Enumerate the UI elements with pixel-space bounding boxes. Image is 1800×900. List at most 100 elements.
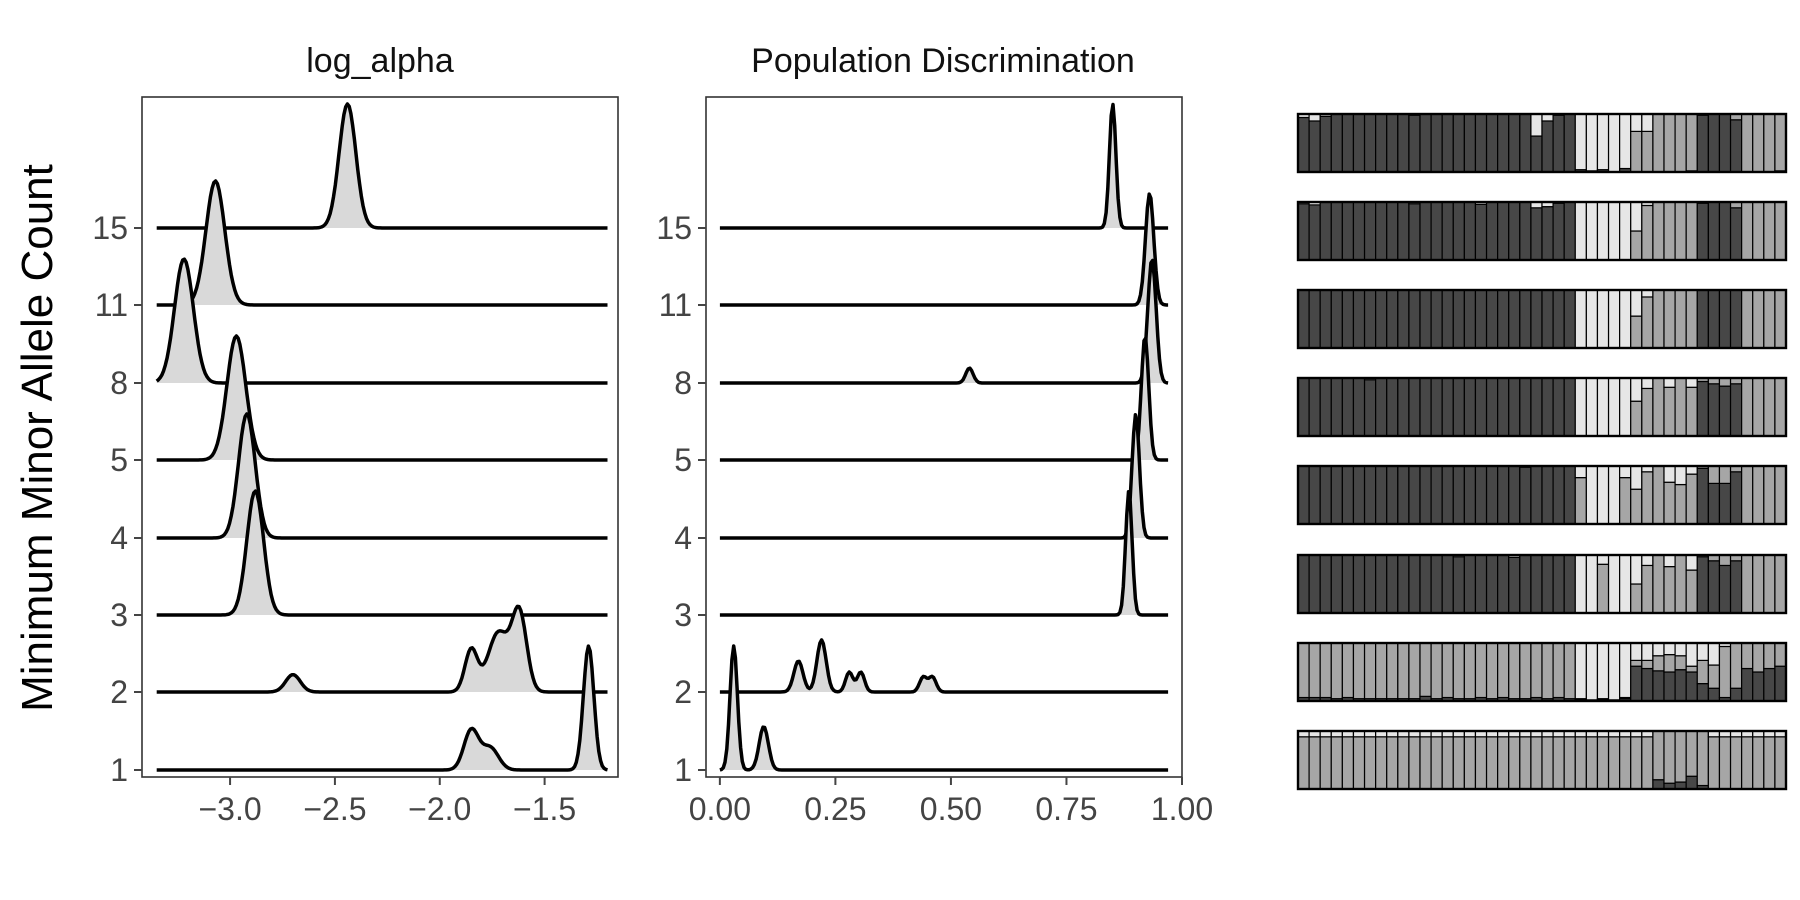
bar-segment-15-34-mid: [1674, 113, 1687, 173]
bar-segment-5-24-dark: [1563, 377, 1576, 437]
ridge-area-log-alpha-2: [156, 606, 608, 692]
bar-segment-11-16-dark: [1474, 203, 1488, 261]
bar-segment-5-38-dark: [1718, 385, 1732, 437]
bar-segment-5-43-mid: [1774, 377, 1787, 437]
x-tick-label-log-alpha-2: −2.0: [408, 791, 471, 827]
ridges-log-alpha: [155, 102, 608, 772]
bar-segment-15-37-dark: [1707, 113, 1721, 173]
bar-segment-1-13-mid: [1441, 736, 1454, 790]
bar-segment-15-11-dark: [1419, 113, 1432, 173]
bar-segment-4-36-dark: [1696, 467, 1709, 525]
bar-segment-5-28-light: [1607, 377, 1621, 437]
bar-segment-3-40-mid: [1741, 554, 1754, 614]
ridge-area-population-discrimination-11: [719, 194, 1169, 305]
bar-segment-1-14-mid: [1452, 736, 1465, 790]
panel-title-log-alpha: log_alpha: [306, 42, 454, 80]
bar-segment-11-35-mid: [1685, 201, 1698, 261]
bar-segment-8-13-dark: [1441, 289, 1454, 349]
bar-segment-15-7-dark: [1375, 113, 1388, 173]
bar-segment-4-0-dark: [1297, 465, 1310, 525]
bar-segment-15-30-mid: [1630, 130, 1643, 173]
bar-segment-2-39-dark: [1729, 687, 1743, 702]
bar-segment-1-24-mid: [1563, 736, 1576, 790]
bar-segment-2-31-dark: [1641, 667, 1654, 702]
strip-frame-15: [1296, 112, 1788, 174]
bar-segment-1-38-mid: [1718, 736, 1732, 790]
strip-frame-3: [1296, 553, 1788, 615]
y-tick-label-log-alpha-15: 15: [92, 210, 128, 246]
bar-segment-2-30-dark: [1630, 665, 1643, 702]
bar-segment-5-25-light: [1574, 377, 1587, 437]
bar-segment-15-19-dark: [1508, 113, 1521, 173]
bar-segment-15-28-light: [1607, 113, 1621, 173]
bar-segment-11-12-dark: [1430, 201, 1443, 261]
bar-segment-4-16-dark: [1474, 465, 1488, 525]
bar-segment-1-8-mid: [1386, 736, 1399, 790]
bar-segment-5-12-dark: [1430, 377, 1443, 437]
bar-segment-3-1-dark: [1308, 554, 1321, 614]
bar-segment-8-31-mid: [1641, 296, 1654, 349]
bar-segment-15-14-dark: [1452, 113, 1465, 173]
bar-segment-2-10-mid: [1408, 642, 1421, 700]
bar-segment-1-35-dark: [1685, 775, 1698, 790]
bar-segment-15-25-light: [1574, 113, 1587, 171]
bar-segment-11-27-light: [1596, 201, 1610, 261]
y-tick-label-population-discrimination-15: 15: [656, 210, 692, 246]
bar-segment-1-25-mid: [1574, 736, 1587, 790]
bar-segment-3-36-dark: [1696, 556, 1709, 614]
bar-segment-4-43-mid: [1774, 465, 1787, 525]
bar-segment-11-0-dark: [1297, 203, 1310, 261]
bar-segment-8-33-mid: [1663, 289, 1676, 349]
bar-segment-3-20-dark: [1519, 554, 1532, 614]
bar-segment-5-35-light: [1685, 377, 1698, 388]
bar-segment-1-7-mid: [1375, 736, 1388, 790]
bar-segment-3-27-mid: [1596, 563, 1610, 614]
bar-segment-2-15-mid: [1463, 642, 1477, 700]
bar-segment-5-42-mid: [1763, 377, 1776, 437]
bar-segment-1-21-mid: [1530, 736, 1543, 790]
bar-segment-1-22-mid: [1541, 736, 1554, 790]
bar-segment-15-21-dark: [1530, 135, 1543, 173]
ridge-line-population-discrimination-5: [719, 336, 1169, 462]
bar-segment-4-26-light: [1585, 465, 1599, 525]
bar-segment-2-36-mid: [1696, 659, 1709, 685]
bar-segment-11-2-dark: [1319, 201, 1332, 261]
bar-segment-2-2-mid: [1319, 642, 1332, 699]
bar-segment-4-25-light: [1574, 465, 1587, 479]
bar-segment-3-18-dark: [1497, 554, 1510, 614]
x-axis-population-discrimination: 0.00 0.25 0.50 0.75 1.00: [689, 777, 1213, 827]
bar-segment-2-34-mid: [1674, 655, 1687, 671]
bar-segment-3-31-mid: [1641, 564, 1654, 614]
y-tick-label-log-alpha-11: 11: [95, 287, 128, 323]
bar-segment-2-28-light: [1607, 642, 1621, 701]
bar-segment-5-18-dark: [1497, 377, 1510, 437]
bar-segment-2-32-light: [1652, 642, 1665, 657]
bar-segment-1-10-mid: [1408, 736, 1421, 790]
bar-segment-5-3-dark: [1330, 377, 1343, 437]
bar-segment-11-28-light: [1607, 201, 1621, 261]
bar-segment-5-6-dark: [1363, 379, 1377, 437]
bar-segment-8-37-dark: [1707, 289, 1721, 349]
bar-segment-11-30-light: [1630, 201, 1643, 232]
bar-segment-15-4-dark: [1341, 113, 1355, 173]
bar-segment-11-19-dark: [1508, 201, 1521, 261]
bar-segment-3-31-light: [1641, 554, 1654, 567]
x-axis-log-alpha: −3.0 −2.5 −2.0 −1.5: [198, 777, 576, 827]
bar-segment-1-26-mid: [1585, 736, 1599, 790]
bar-segment-3-25-light: [1574, 554, 1587, 614]
bar-segment-11-22-dark: [1541, 206, 1554, 261]
bar-segment-2-36-dark: [1696, 682, 1709, 702]
bar-segment-5-1-dark: [1308, 377, 1321, 437]
bar-segment-3-43-mid: [1774, 554, 1787, 614]
bar-segment-4-41-mid: [1752, 465, 1765, 525]
strip-5: [1296, 376, 1788, 438]
y-tick-label-log-alpha-2: 2: [110, 674, 128, 710]
bar-segment-1-19-mid: [1508, 736, 1521, 790]
bar-segment-5-14-dark: [1452, 377, 1465, 437]
bar-segment-8-12-dark: [1430, 289, 1443, 349]
bar-segment-1-20-mid: [1519, 736, 1532, 790]
bar-segment-5-22-dark: [1541, 377, 1554, 437]
bar-segment-2-42-mid: [1763, 642, 1776, 670]
bar-segment-8-35-mid: [1685, 289, 1698, 349]
bar-segment-3-33-mid: [1663, 565, 1676, 614]
